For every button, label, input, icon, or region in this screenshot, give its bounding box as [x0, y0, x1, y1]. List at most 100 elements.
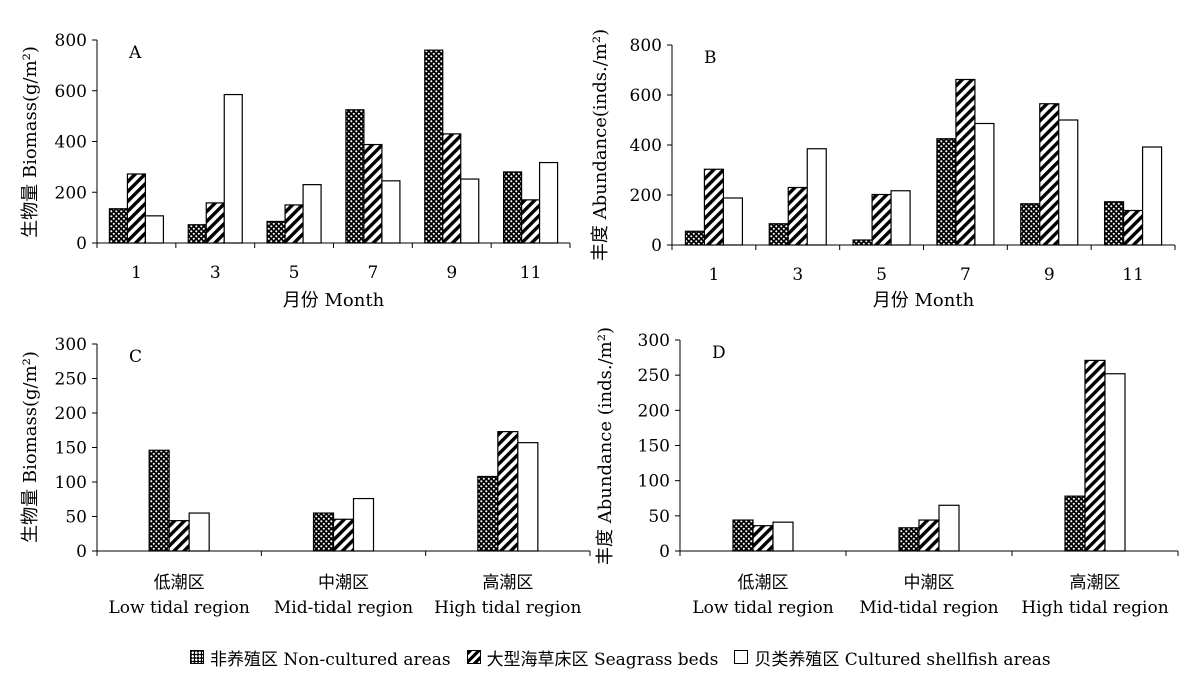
bar-b-shellfish-2 [806, 148, 827, 246]
y-tick-label-c: 250 [55, 370, 87, 390]
y-axis-title-d: 丰度 Abundance (inds./m²) [595, 327, 616, 565]
y-tick-label-d: 300 [638, 331, 670, 351]
legend-label-shellfish: 贝类养殖区 Cultured shellfish areas [754, 649, 1051, 670]
bar-b-non-cultured-1 [684, 230, 706, 246]
y-axis-title-c: 生物量 Biomass(g/m²) [20, 351, 41, 543]
bar-c-non-cultured-1 [148, 449, 170, 552]
bar-a-non-cultured-3 [266, 220, 286, 244]
bar-a-seagrass-5 [442, 133, 462, 244]
x-tick-label-b: 7 [960, 265, 971, 285]
x-tick-label-a: 1 [131, 263, 142, 283]
y-tick-label-d: 100 [638, 472, 670, 492]
y-tick-label-a: 600 [55, 82, 87, 102]
bar-a-non-cultured-2 [187, 224, 207, 244]
y-tick-label-b: 200 [630, 186, 662, 206]
y-axis-title-b: 丰度 Abundance(inds./m²) [590, 29, 611, 261]
bar-a-non-cultured-1 [108, 208, 129, 244]
x-tick-label-a: 3 [210, 263, 221, 283]
bar-a-seagrass-4 [363, 143, 383, 244]
legend-item-seagrass: 大型海草床区 Seagrass beds [466, 645, 719, 670]
panel-label-a: A [128, 43, 142, 63]
bar-a-shellfish-1 [144, 215, 165, 244]
panel-label-b: B [704, 48, 717, 68]
legend-item-shellfish: 贝类养殖区 Cultured shellfish areas [734, 645, 1051, 670]
bar-a-shellfish-3 [302, 184, 322, 244]
bar-d-non-cultured-2 [898, 527, 920, 552]
bar-b-seagrass-5 [1039, 103, 1060, 246]
y-tick-label-b: 400 [630, 136, 662, 156]
x-tick-label-a: 11 [520, 263, 542, 283]
y-tick-label-d: 0 [659, 542, 670, 562]
bar-b-shellfish-6 [1141, 146, 1163, 246]
bar-b-shellfish-3 [890, 190, 911, 246]
bar-d-shellfish-2 [938, 504, 960, 552]
bar-a-seagrass-3 [284, 204, 304, 244]
legend-item-non-cultured: 非养殖区 Non-cultured areas [190, 645, 451, 670]
x-axis-title-b: 月份 Month [873, 290, 975, 311]
bar-a-shellfish-4 [381, 180, 401, 244]
bar-b-seagrass-1 [703, 168, 725, 246]
bar-d-seagrass-2 [918, 519, 940, 552]
x-tick-label-a: 9 [446, 263, 457, 283]
bar-b-shellfish-4 [974, 122, 995, 246]
y-axis-title-a: 生物量 Biomass(g/m²) [20, 46, 41, 238]
bar-c-seagrass-3 [497, 431, 519, 552]
bar-b-seagrass-6 [1122, 209, 1144, 246]
bar-d-shellfish-1 [772, 521, 794, 552]
y-tick-label-b: 0 [651, 236, 662, 256]
panel-label-d: D [712, 343, 726, 363]
x-tick-label-b: 5 [876, 265, 887, 285]
y-tick-label-b: 600 [630, 86, 662, 106]
bar-b-seagrass-2 [787, 186, 808, 246]
x-tick-label-b: 9 [1044, 265, 1055, 285]
y-tick-label-d: 50 [648, 507, 670, 527]
bar-b-seagrass-4 [955, 78, 976, 246]
x-tick-label-b: 3 [792, 265, 803, 285]
bar-b-non-cultured-4 [936, 138, 957, 246]
dots-swatch-icon [190, 650, 204, 664]
x-tick-label-d: Mid-tidal region [859, 598, 998, 618]
bar-b-shellfish-1 [722, 197, 744, 246]
x-tick-label-a: 5 [289, 263, 300, 283]
x-tick-label-a: 7 [368, 263, 379, 283]
bar-a-seagrass-6 [520, 199, 541, 244]
bar-d-seagrass-3 [1084, 359, 1106, 552]
legend-label-non-cultured: 非养殖区 Non-cultured areas [210, 649, 451, 670]
bar-d-non-cultured-3 [1064, 495, 1086, 552]
bar-c-non-cultured-3 [477, 475, 499, 552]
bar-a-shellfish-5 [460, 178, 480, 244]
bar-a-non-cultured-6 [502, 171, 523, 244]
white-swatch-icon [734, 650, 749, 664]
y-tick-label-c: 100 [55, 473, 87, 493]
hatch-swatch-icon [466, 650, 481, 664]
x-tick-label-d: Low tidal region [692, 598, 833, 618]
bar-a-seagrass-2 [205, 202, 225, 244]
x-tick-label-c: High tidal region [434, 598, 581, 618]
bar-c-shellfish-3 [517, 442, 539, 552]
x-axis-title-a: 月份 Month [283, 290, 385, 311]
legend-label-seagrass: 大型海草床区 Seagrass beds [486, 649, 719, 670]
y-tick-label-a: 800 [55, 31, 87, 51]
bar-b-non-cultured-6 [1103, 201, 1125, 246]
bar-b-non-cultured-2 [768, 223, 789, 246]
bar-c-shellfish-2 [352, 497, 375, 552]
bar-a-shellfish-6 [538, 161, 559, 244]
y-tick-label-a: 200 [55, 183, 87, 203]
y-tick-label-a: 400 [55, 133, 87, 153]
x-tick-label-c: 中潮区 [318, 573, 369, 593]
bar-d-non-cultured-1 [732, 519, 754, 552]
y-tick-label-c: 200 [55, 404, 87, 424]
x-tick-label-c: Mid-tidal region [274, 598, 413, 618]
bar-d-shellfish-3 [1104, 373, 1126, 552]
y-tick-label-c: 0 [76, 542, 87, 562]
bar-c-non-cultured-2 [312, 512, 335, 552]
bar-a-shellfish-2 [223, 93, 243, 244]
bar-d-seagrass-1 [752, 525, 774, 552]
x-tick-label-c: 高潮区 [482, 573, 533, 593]
y-tick-label-c: 50 [65, 508, 87, 528]
bar-b-non-cultured-5 [1020, 203, 1041, 246]
bar-c-seagrass-1 [168, 520, 190, 552]
y-tick-label-d: 200 [638, 401, 670, 421]
bar-a-seagrass-1 [126, 173, 147, 244]
y-tick-label-b: 800 [630, 36, 662, 56]
